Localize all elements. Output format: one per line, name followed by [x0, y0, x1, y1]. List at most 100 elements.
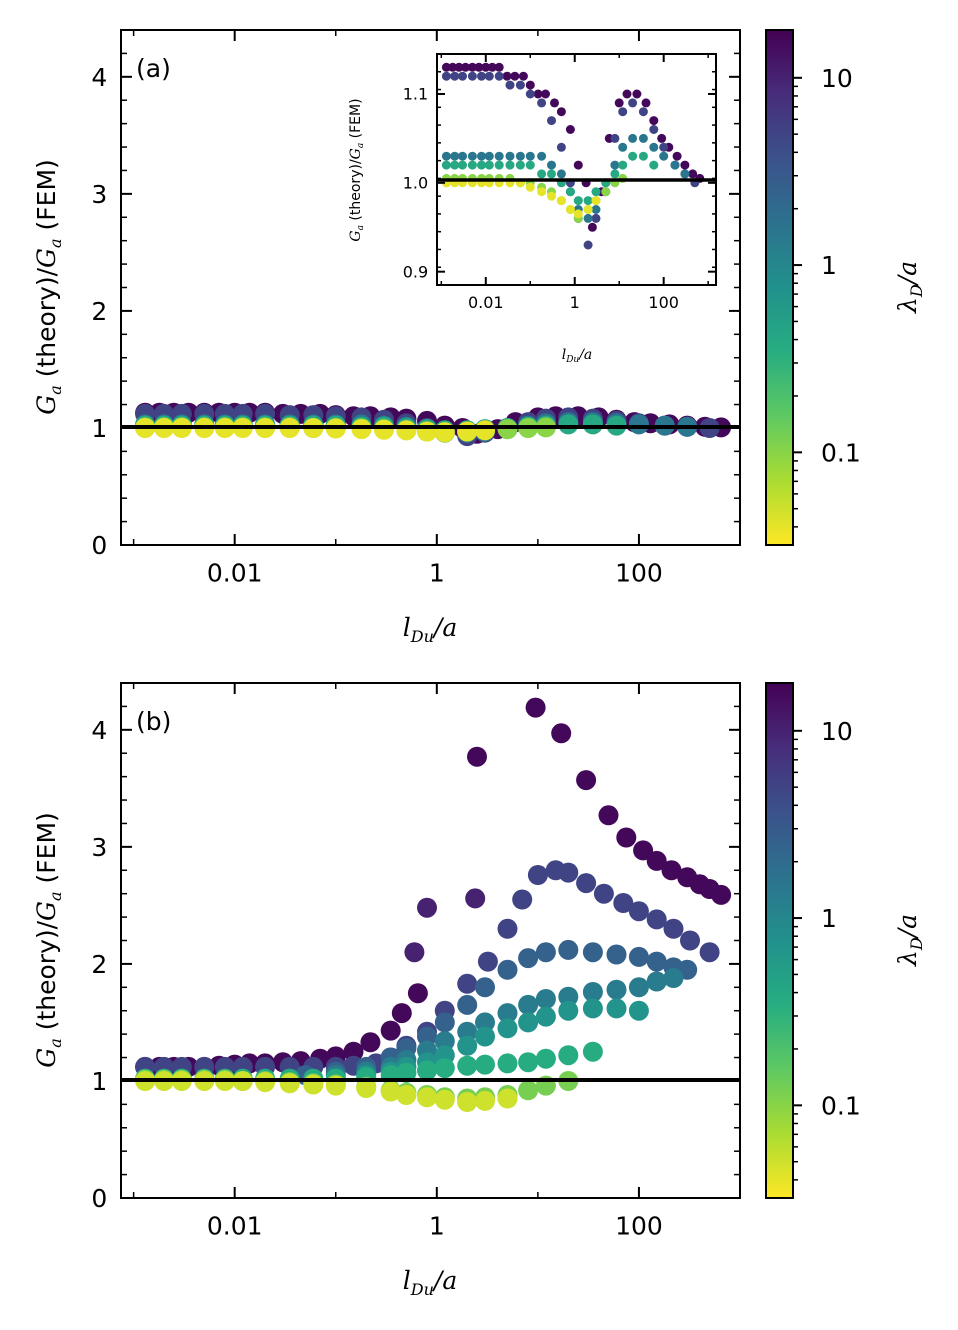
- panel-b-marker: [525, 697, 546, 718]
- inset-marker: [458, 160, 467, 170]
- panel-b-marker: [606, 998, 627, 1019]
- inset-xtick-label: 0.01: [468, 293, 504, 312]
- panel-a-colorbar-frame: [765, 29, 794, 546]
- inset-marker: [583, 205, 593, 214]
- inset-marker: [505, 151, 515, 161]
- inset-marker: [628, 133, 638, 143]
- inset-marker: [510, 71, 520, 81]
- inset-marker: [477, 151, 486, 161]
- inset-marker: [591, 196, 601, 206]
- inset-marker: [502, 71, 512, 81]
- panel-b-ytick-label: 3: [91, 833, 107, 862]
- inset-marker: [525, 182, 535, 192]
- inset-marker: [628, 151, 638, 161]
- panel-a-ytick-label: 2: [91, 297, 107, 326]
- panel-b-marker: [457, 994, 478, 1015]
- inset-marker: [680, 160, 690, 170]
- inset-marker: [484, 160, 494, 170]
- panel-a-colorbar-tick-label: 1: [821, 251, 837, 280]
- inset-marker: [583, 196, 593, 206]
- panel-b-ytick-label: 2: [91, 950, 107, 979]
- panel-a-xlabel: lDu/a: [403, 613, 457, 646]
- panel-b-marker: [417, 1060, 437, 1081]
- inset-marker: [467, 151, 477, 161]
- inset-marker: [450, 71, 460, 81]
- inset-marker: [537, 151, 547, 161]
- panel-b-marker: [558, 986, 579, 1007]
- panel-a-xtick-label: 1: [429, 558, 445, 587]
- inset-marker: [638, 107, 648, 117]
- panel-b-marker: [593, 883, 614, 904]
- inset-xtick-label: 100: [648, 293, 679, 312]
- inset-marker: [474, 62, 484, 72]
- inset-marker: [659, 142, 669, 152]
- panel-b-marker: [646, 909, 667, 930]
- inset-marker: [494, 151, 504, 161]
- inset-marker: [556, 107, 566, 117]
- panel-a-marker: [457, 421, 478, 442]
- inset-marker: [450, 160, 460, 170]
- inset-marker: [518, 71, 528, 81]
- inset-marker: [525, 80, 535, 90]
- panel-b-xlabel: lDu/a: [403, 1266, 457, 1299]
- inset-marker: [649, 142, 659, 152]
- panel-b-marker: [457, 1021, 478, 1042]
- inset-marker: [618, 142, 628, 152]
- inset-ylabel: Ga (theory)/Ga (FEM): [348, 98, 366, 241]
- inset-marker: [537, 98, 547, 108]
- panel-b-marker: [477, 951, 498, 972]
- panel-a: 0.01 1 100 0 1 2 3 4 (a) 0.01 1 100 0.9 1.0 1.1 lDu/…: [32, 29, 926, 646]
- inset-marker: [641, 98, 651, 108]
- inset-marker: [450, 151, 460, 161]
- inset-marker: [573, 160, 583, 170]
- inset-marker: [659, 151, 669, 161]
- panel-a-marker: [396, 420, 417, 441]
- panel-b-xtick-label: 1: [429, 1211, 445, 1240]
- panel-b-marker: [404, 942, 425, 963]
- panel-b-label: (b): [136, 707, 171, 736]
- inset-marker: [525, 160, 535, 170]
- panel-b-marker: [518, 1052, 539, 1073]
- panel-b-marker: [663, 918, 684, 939]
- panel-b-ytick-label: 4: [91, 716, 107, 745]
- panel-b-marker: [512, 889, 533, 910]
- panel-b-marker: [646, 971, 667, 992]
- inset-marker: [515, 80, 525, 90]
- inset-marker: [525, 151, 535, 161]
- panel-b-marker: [582, 942, 603, 963]
- panel-a-marker: [351, 419, 372, 440]
- inset-marker: [467, 160, 477, 170]
- panel-b-marker: [457, 1035, 478, 1056]
- panel-b-marker: [465, 888, 486, 909]
- inset-marker: [680, 169, 690, 179]
- panel-a-marker: [558, 414, 579, 435]
- panel-b-marker: [457, 1055, 478, 1076]
- inset-marker: [550, 98, 559, 108]
- inset-marker: [618, 160, 628, 170]
- panel-a-ticks: 0.01 1 100 0 1 2 3 4: [91, 29, 741, 587]
- panel-b-marker: [497, 918, 518, 939]
- panel-a-xtick-label: 100: [615, 558, 663, 587]
- panel-b-marker: [558, 939, 579, 960]
- panel-b-colorbar-tick-label: 1: [821, 904, 837, 933]
- inset-ytick-label: 1.1: [403, 85, 428, 104]
- inset-marker: [649, 160, 659, 170]
- inset-marker: [688, 169, 698, 179]
- panel-b-ylabel: Ga (theory)/Ga (FEM): [32, 812, 65, 1068]
- panel-b-marker: [497, 1003, 518, 1024]
- inset-marker: [505, 160, 515, 170]
- panel-b-marker: [558, 1045, 579, 1066]
- inset-marker: [591, 205, 601, 214]
- panel-b-ticks: 0.01 1 100 0 1 2 3 4: [91, 682, 741, 1240]
- panel-b-ytick-label: 1: [91, 1067, 107, 1096]
- panel-a-ytick-label: 1: [91, 414, 107, 443]
- inset-marker: [454, 62, 464, 72]
- inset-marker: [547, 191, 556, 201]
- inset-marker: [525, 89, 535, 99]
- panel-b-marker: [497, 1088, 518, 1109]
- inset-marker: [573, 196, 583, 206]
- panel-b-marker: [613, 893, 634, 913]
- panel-b-colorbar-tick-label: 10: [821, 717, 853, 746]
- panel-b-marker: [417, 1087, 437, 1108]
